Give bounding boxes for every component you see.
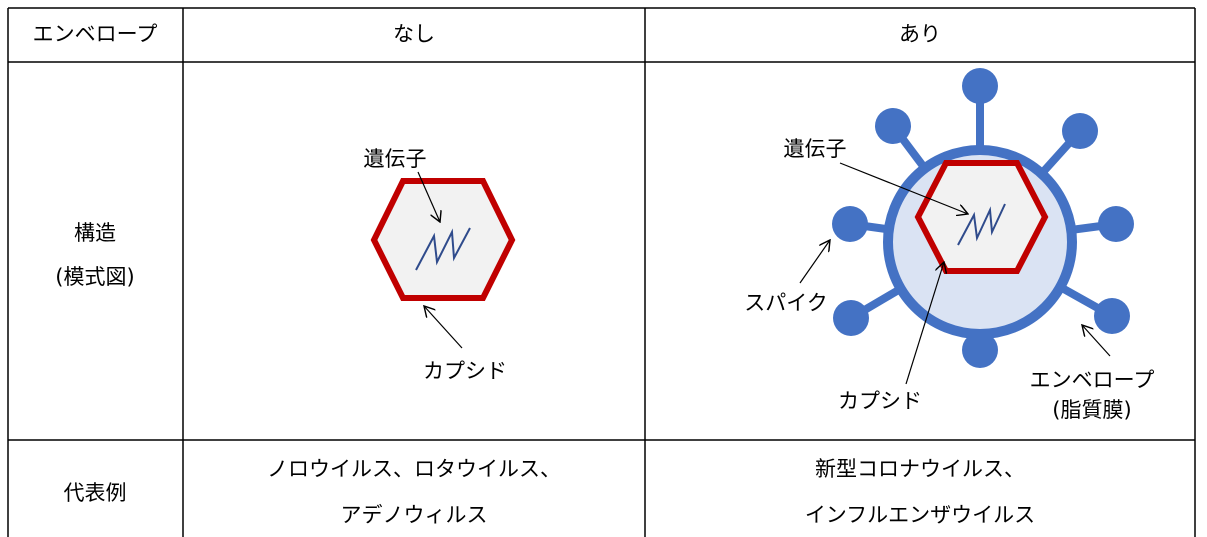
header-cell: あり (899, 22, 941, 46)
cell-text: アデノウィルス (341, 503, 488, 527)
gene-shape (957, 203, 1006, 246)
capsid-shape (914, 160, 1049, 274)
label: エンベロープ (1030, 368, 1155, 392)
header-cell: なし (393, 22, 435, 46)
capsid-shape (370, 178, 516, 301)
gene-shape (415, 227, 471, 271)
arrow (799, 240, 830, 284)
row-label: 代表例 (64, 481, 127, 505)
header-cell: エンベロープ (33, 22, 158, 46)
label: カプシド (423, 359, 507, 383)
label: (脂質膜) (1052, 398, 1131, 422)
arrow (905, 262, 944, 385)
arrow (424, 306, 463, 349)
label: 遺伝子 (784, 137, 847, 161)
cell-text: インフルエンザウイルス (805, 503, 1035, 527)
arrow (1082, 325, 1111, 357)
cell-text: ノロウイルス、ロタウイルス、 (267, 457, 561, 481)
row-label: (模式図) (55, 265, 134, 289)
row-label: 構造 (74, 221, 116, 245)
label: 遺伝子 (364, 147, 427, 171)
label: スパイク (744, 291, 828, 315)
arrow (839, 162, 968, 214)
arrow (417, 171, 440, 222)
cell-text: 新型コロナウイルス、 (815, 457, 1025, 481)
label: カプシド (838, 389, 922, 413)
